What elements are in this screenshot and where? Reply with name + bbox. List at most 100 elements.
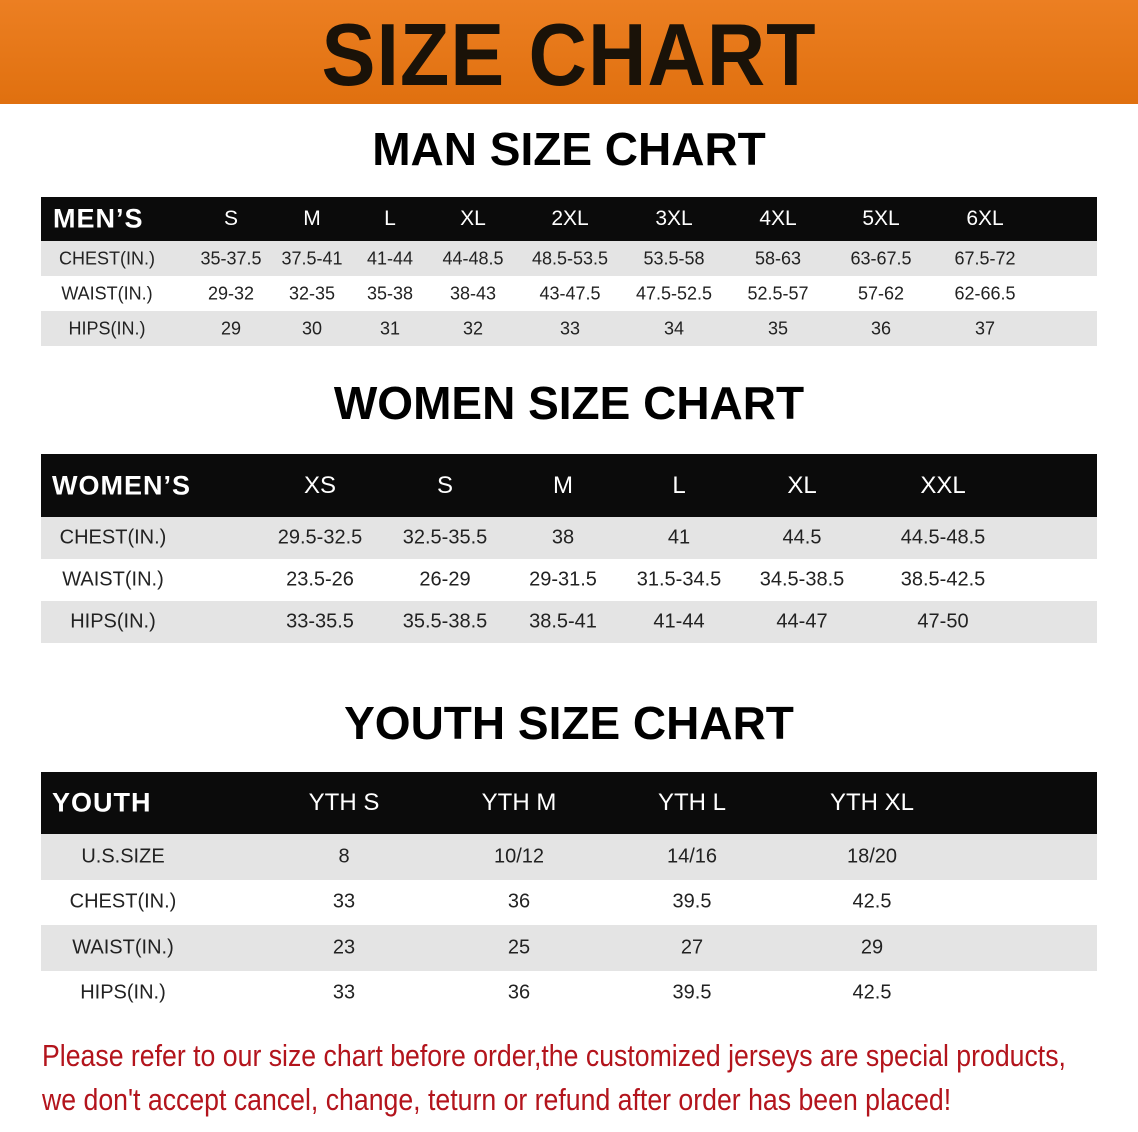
table-cell: 30 — [301, 318, 323, 338]
table-cell: 67.5-72 — [954, 248, 1016, 268]
women-section-title: WOMEN SIZE CHART — [333, 377, 805, 429]
size-column-header: M — [303, 207, 321, 230]
table-row: HIPS(IN.) 33 36 39.5 42.5 — [41, 970, 1097, 1016]
row-label: WAIST(IN.) — [62, 568, 164, 591]
row-label: CHEST(IN.) — [69, 890, 177, 913]
table-cell: 52.5-57 — [747, 283, 809, 303]
table-cell: 25 — [507, 936, 531, 959]
table-cell: 29-32 — [207, 283, 255, 303]
table-cell: 38.5-42.5 — [900, 568, 986, 591]
table-cell: 47-50 — [917, 610, 969, 633]
table-header-label: MEN’S — [53, 203, 144, 234]
table-cell: 44-47 — [776, 610, 828, 633]
size-column-header: L — [672, 471, 686, 499]
notice-line-1: Please refer to our size chart before or… — [42, 1038, 1066, 1073]
table-cell: 53.5-58 — [643, 248, 705, 268]
table-cell: 41 — [667, 526, 691, 549]
table-row: U.S.SIZE 8 10/12 14/16 18/20 — [41, 834, 1097, 880]
table-cell: 31.5-34.5 — [636, 568, 722, 591]
size-column-header: 6XL — [966, 207, 1004, 230]
table-cell: 38 — [551, 526, 575, 549]
size-column-header: XL — [460, 207, 486, 230]
table-cell: 42.5 — [852, 890, 892, 913]
youth-section-title: YOUTH SIZE CHART — [344, 697, 794, 749]
row-label: CHEST(IN.) — [59, 526, 167, 549]
table-cell: 38.5-41 — [529, 610, 597, 633]
table-cell: 10/12 — [493, 845, 545, 868]
table-header-row: WOMEN’S XS S M L XL XXL — [41, 454, 1097, 517]
size-column-header: 2XL — [551, 207, 589, 230]
size-column-header: XS — [303, 471, 337, 499]
table-cell: 44-48.5 — [442, 248, 504, 268]
size-column-header: S — [436, 471, 454, 499]
main-title: SIZE CHART — [321, 5, 817, 104]
table-cell: 23 — [332, 936, 356, 959]
table-cell: 32-35 — [288, 283, 336, 303]
table-cell: 38-43 — [449, 283, 497, 303]
table-cell: 33 — [332, 890, 356, 913]
size-column-header: 4XL — [759, 207, 797, 230]
table-cell: 41-44 — [366, 248, 414, 268]
table-cell: 63-67.5 — [850, 248, 912, 268]
table-row: WAIST(IN.) 23.5-26 26-29 29-31.5 31.5-34.5 34… — [41, 559, 1097, 601]
table-cell: 35.5-38.5 — [402, 610, 488, 633]
table-cell: 33 — [559, 318, 581, 338]
table-cell: 34 — [663, 318, 685, 338]
table-header-label: YOUTH — [52, 787, 152, 818]
notice-line-2: we don't accept cancel, change, teturn o… — [42, 1082, 952, 1117]
table-cell: 29-31.5 — [529, 568, 597, 591]
youth-size-table: YOUTH YTH S YTH M YTH L YTH XL U.S.SIZE 8 10/12… — [41, 772, 1097, 1016]
table-cell: 35-38 — [366, 283, 414, 303]
table-cell: 36 — [870, 318, 892, 338]
table-header-row: MEN’S S M L XL 2XL 3XL 4XL 5XL 6XL — [41, 197, 1097, 241]
table-cell: 44.5 — [782, 526, 822, 549]
table-cell: 26-29 — [419, 568, 471, 591]
row-label: CHEST(IN.) — [59, 248, 155, 268]
table-row: WAIST(IN.) 23 25 27 29 — [41, 925, 1097, 971]
table-cell: 33-35.5 — [286, 610, 354, 633]
size-column-header: L — [384, 207, 396, 230]
table-cell: 36 — [507, 981, 531, 1004]
table-cell: 36 — [507, 890, 531, 913]
table-cell: 39.5 — [672, 890, 712, 913]
table-cell: 27 — [680, 936, 704, 959]
table-cell: 43-47.5 — [539, 283, 601, 303]
row-label: WAIST(IN.) — [61, 283, 153, 303]
table-cell: 32 — [462, 318, 484, 338]
table-cell: 37.5-41 — [281, 248, 343, 268]
table-cell: 58-63 — [754, 248, 802, 268]
table-cell: 29.5-32.5 — [277, 526, 363, 549]
table-cell: 48.5-53.5 — [531, 248, 609, 268]
table-row: HIPS(IN.) 29 30 31 32 33 34 35 36 37 — [41, 311, 1097, 346]
table-cell: 35 — [767, 318, 789, 338]
table-cell: 37 — [974, 318, 996, 338]
table-row: HIPS(IN.) 33-35.5 35.5-38.5 38.5-41 41-44 44-… — [41, 601, 1097, 643]
size-column-header: XL — [787, 471, 817, 499]
table-cell: 32.5-35.5 — [402, 526, 488, 549]
size-column-header: XXL — [920, 471, 966, 499]
row-label: WAIST(IN.) — [72, 936, 174, 959]
table-cell: 57-62 — [857, 283, 905, 303]
table-cell: 18/20 — [846, 845, 898, 868]
table-cell: 34.5-38.5 — [759, 568, 845, 591]
banner: SIZE CHART — [0, 0, 1138, 104]
size-column-header: 3XL — [655, 207, 693, 230]
table-cell: 42.5 — [852, 981, 892, 1004]
table-cell: 33 — [332, 981, 356, 1004]
table-cell: 31 — [379, 318, 401, 338]
table-cell: 47.5-52.5 — [635, 283, 713, 303]
table-row: WAIST(IN.) 29-32 32-35 35-38 38-43 43-47.5 47.… — [41, 276, 1097, 311]
table-cell: 29 — [220, 318, 242, 338]
table-row: CHEST(IN.) 35-37.5 37.5-41 41-44 44-48.5 48.5… — [41, 241, 1097, 276]
row-label: HIPS(IN.) — [68, 318, 146, 338]
table-cell: 39.5 — [672, 981, 712, 1004]
size-column-header: S — [223, 207, 239, 230]
table-row: CHEST(IN.) 33 36 39.5 42.5 — [41, 879, 1097, 925]
table-cell: 41-44 — [653, 610, 705, 633]
table-cell: 14/16 — [666, 845, 718, 868]
table-header-row: YOUTH YTH S YTH M YTH L YTH XL — [41, 772, 1097, 834]
size-column-header: YTH M — [481, 789, 557, 816]
table-cell: 23.5-26 — [286, 568, 354, 591]
row-label: HIPS(IN.) — [80, 981, 166, 1004]
size-column-header: M — [553, 471, 573, 499]
